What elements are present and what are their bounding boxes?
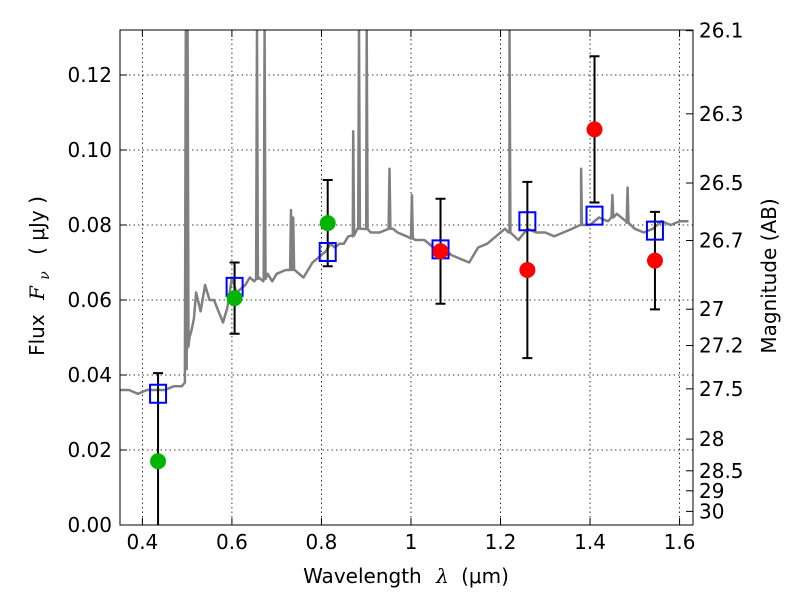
y-right-tick-label: 26.1 <box>699 19 744 43</box>
y-right-tick-label: 26.5 <box>699 171 744 195</box>
tick-layer: 0.4 0.6 0.8 1 1.2 1.4 1.6 0.00 0.02 0.04 0.06 0.08 0… <box>67 19 743 554</box>
x-tick-label: 0.4 <box>126 530 158 554</box>
observed-point <box>226 290 243 307</box>
model-spectrum-line <box>120 30 689 396</box>
y-axis-left-prefix: Flux <box>25 314 49 356</box>
y-axis-left-unit: ( μJy ) <box>25 196 49 255</box>
y-right-tick-label: 27.2 <box>699 334 744 358</box>
observed-point <box>150 453 167 470</box>
observed-point <box>432 243 449 260</box>
y-right-tick-label: 27 <box>699 297 724 321</box>
y-right-tick-label: 28.5 <box>699 459 744 483</box>
y-axis-left-symbol: F <box>25 285 49 301</box>
y-tick-label: 0.10 <box>67 138 112 162</box>
y-axis-left-title: Flux F ν ( μJy ) <box>25 196 54 356</box>
y-right-tick-label: 27.5 <box>699 377 744 401</box>
model-band-square <box>518 211 537 232</box>
y-tick-label: 0.02 <box>67 438 112 462</box>
y-tick-label: 0.08 <box>67 213 112 237</box>
x-tick-label: 1 <box>405 530 418 554</box>
x-tick-label: 1.2 <box>485 530 517 554</box>
y-axis-right-title: Magnitude (AB) <box>757 198 781 353</box>
observed-point <box>319 215 336 232</box>
model-band-square <box>318 242 337 262</box>
y-axis-right-label: Magnitude (AB) <box>757 198 781 353</box>
y-right-tick-label: 26.7 <box>699 229 744 253</box>
model-band-square <box>645 220 664 241</box>
y-right-tick-label: 28 <box>699 427 724 451</box>
x-tick-label: 1.4 <box>574 530 606 554</box>
x-axis-unit: (μm) <box>461 564 509 588</box>
y-axis-left-subscript: ν <box>37 271 53 280</box>
y-tick-label: 0.04 <box>67 363 112 387</box>
x-axis-symbol: λ <box>435 564 449 588</box>
model-band-square <box>585 205 604 226</box>
grid <box>120 30 693 526</box>
y-right-tick-label: 29 <box>699 479 724 503</box>
y-tick-label: 0.12 <box>67 63 112 87</box>
marker-layer <box>149 121 664 470</box>
y-tick-label: 0.00 <box>67 513 112 537</box>
plot-frame <box>119 29 694 526</box>
spectrum-layer <box>120 30 689 396</box>
x-tick-label: 0.6 <box>216 530 248 554</box>
observed-point <box>586 121 603 138</box>
observed-point <box>646 252 663 269</box>
y-right-tick-label: 26.3 <box>699 102 744 126</box>
observed-point <box>519 262 536 278</box>
x-axis-title: Wavelength λ (μm) <box>303 564 509 588</box>
x-tick-label: 1.6 <box>664 530 696 554</box>
model-band-square <box>149 383 168 404</box>
y-tick-label: 0.06 <box>67 288 112 312</box>
x-tick-label: 0.8 <box>306 530 338 554</box>
x-axis-label-text: Wavelength <box>303 564 422 588</box>
y-right-tick-label: 30 <box>699 499 724 523</box>
